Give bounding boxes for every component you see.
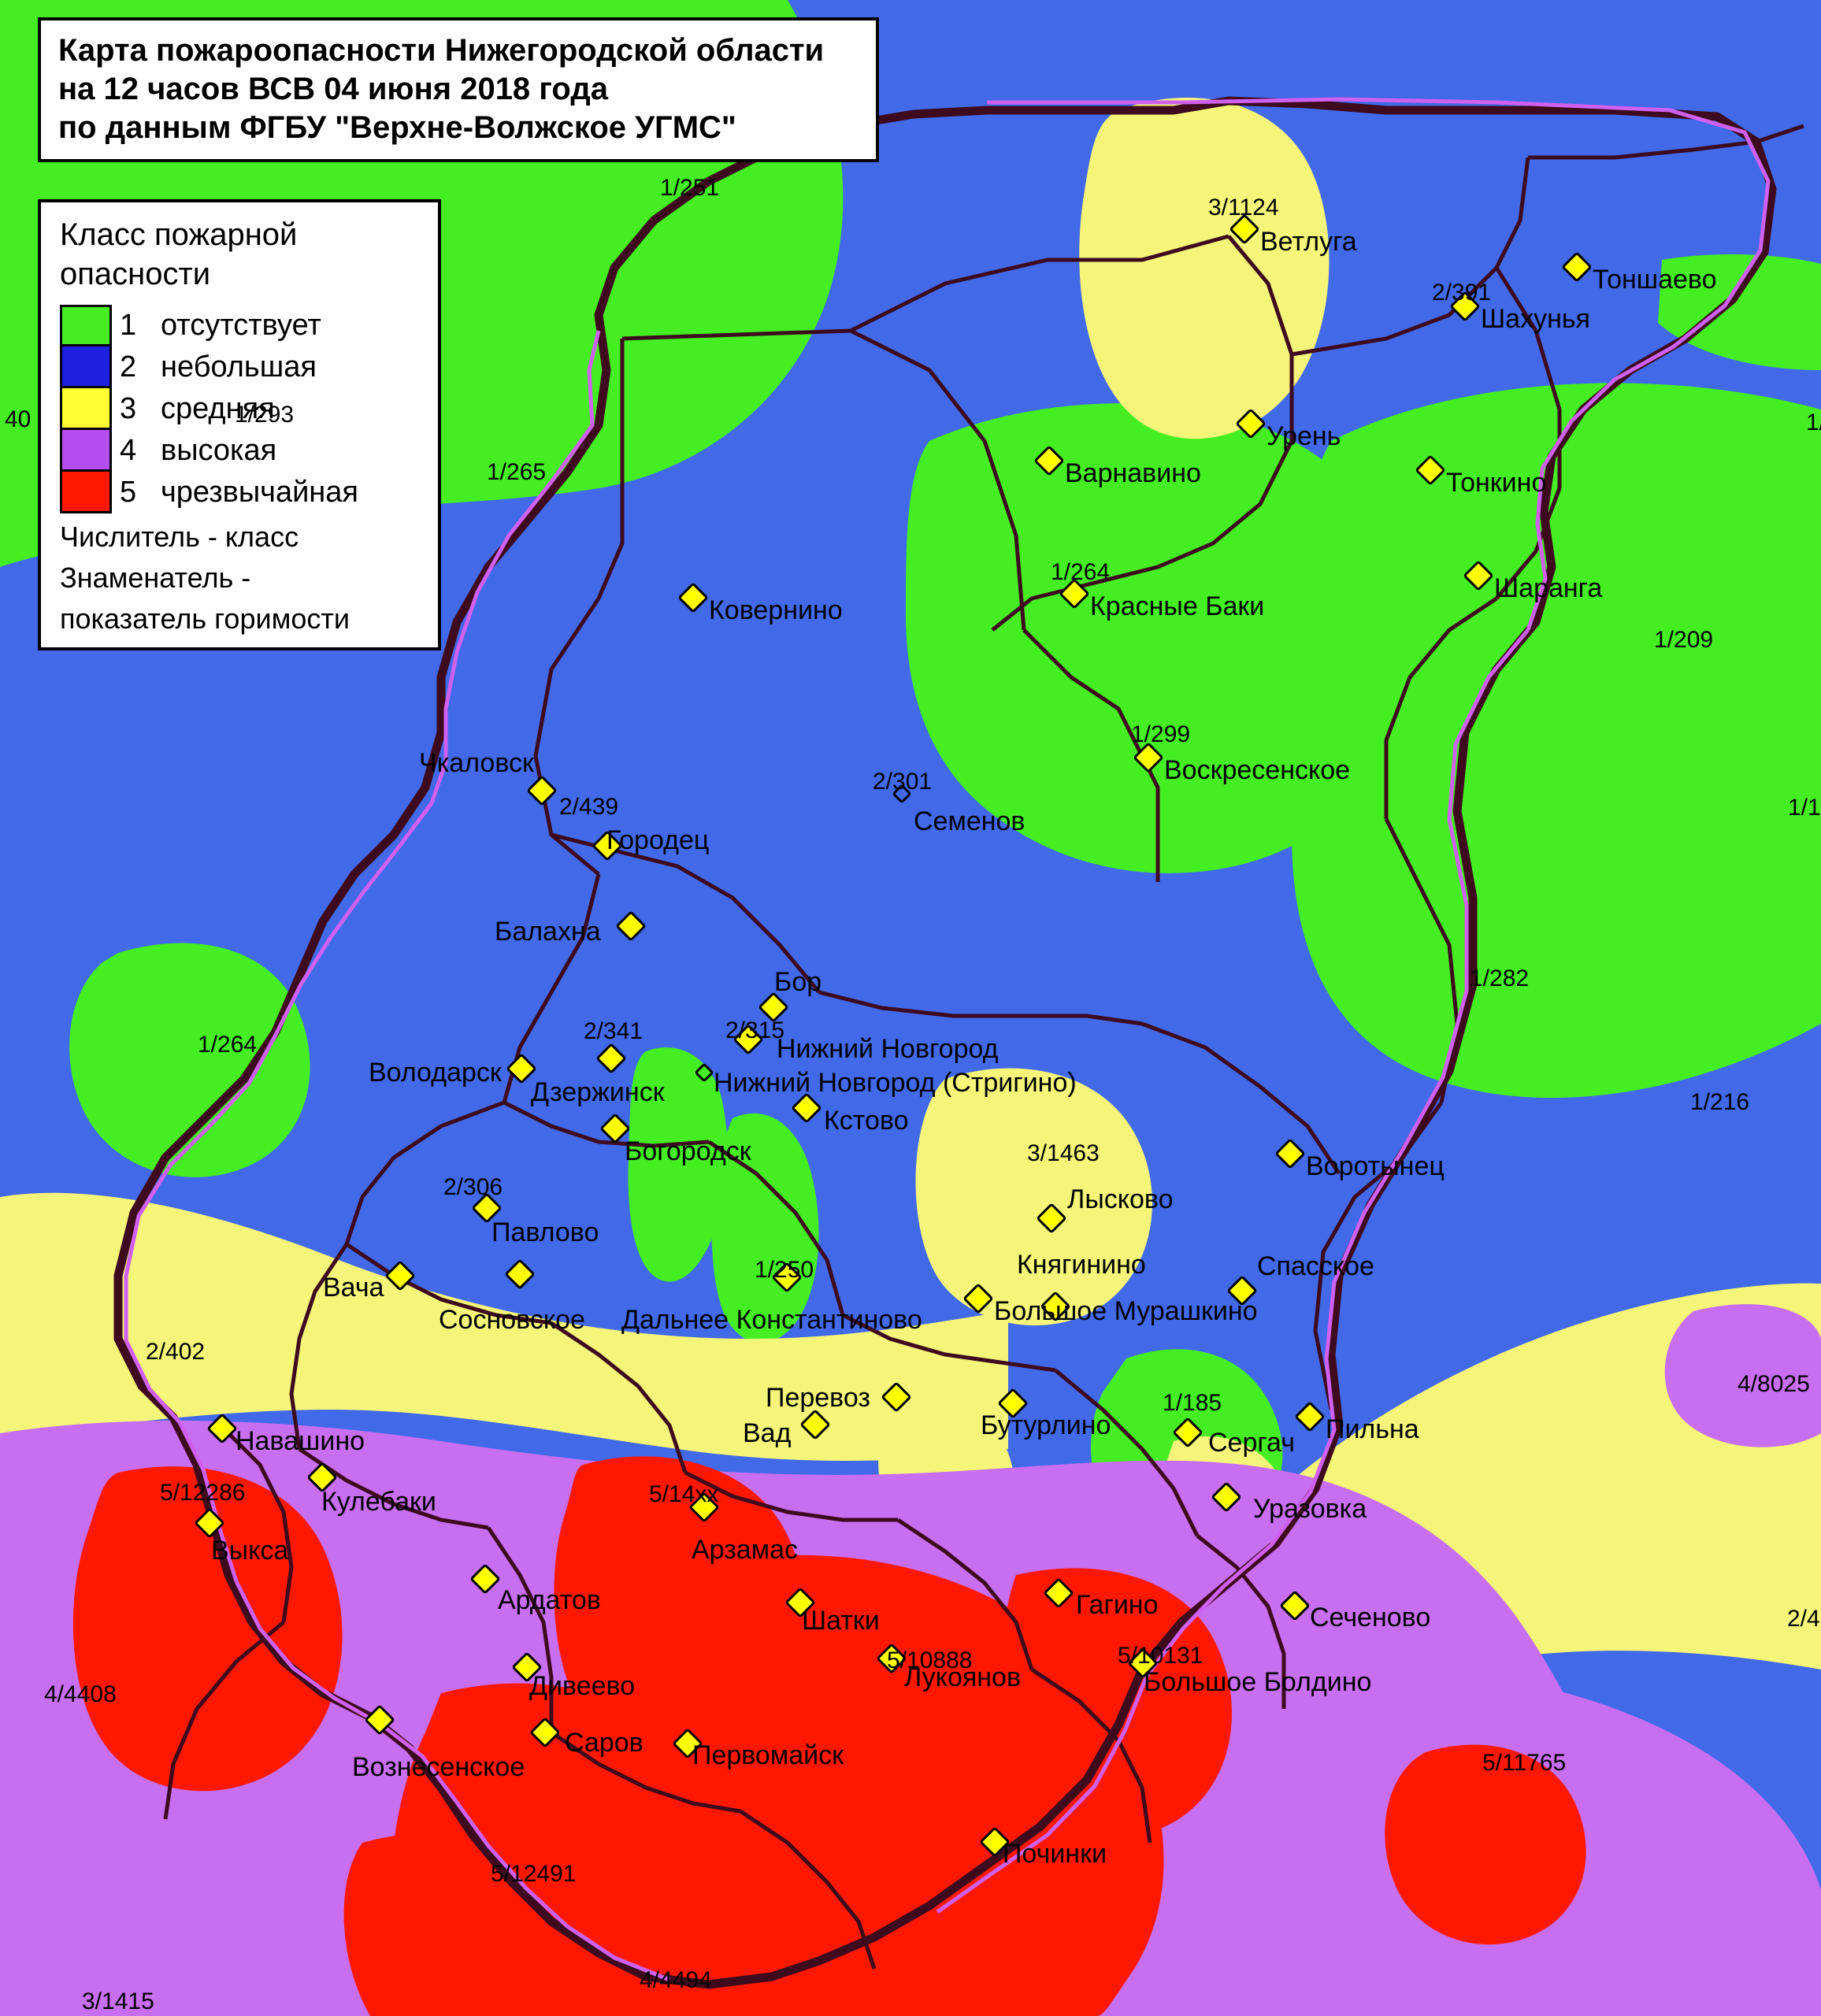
legend-label-class-4: высокая: [161, 434, 277, 467]
legend-swatch-class-2: [60, 346, 112, 388]
legend-item-class-4: 4 высокая: [60, 430, 427, 472]
legend-label-class-3: средняя: [161, 392, 275, 425]
class5-red-regions: [72, 1456, 1586, 2016]
legend-number-class-1: 1: [120, 309, 137, 342]
district-boundaries: [163, 124, 1804, 1970]
legend-heading: Класс пожарной опасности: [60, 215, 427, 294]
legend-number-class-2: 2: [120, 350, 137, 384]
legend-swatch-class-4: [60, 430, 112, 472]
legend-swatch-class-5: [60, 472, 112, 513]
legend-label-class-5: чрезвычайная: [161, 476, 359, 509]
legend-swatch-class-3: [60, 388, 112, 430]
legend-number-class-5: 5: [120, 476, 137, 509]
legend-item-class-5: 5 чрезвычайная: [60, 472, 427, 513]
oblast-border: [113, 96, 1777, 1989]
river-boundary: [124, 97, 1771, 1982]
title-panel: Карта пожароопасности Нижегородской обла…: [38, 17, 879, 163]
legend-note-line-1: Числитель - класс: [60, 521, 299, 553]
title-line-3: по данным ФГБУ "Верхне-Волжское УГМС": [58, 109, 736, 145]
legend-item-class-1: 1 отсутствует: [60, 305, 427, 346]
legend-heading-line-2: опасности: [60, 257, 211, 291]
legend-panel: Класс пожарной опасности 1 отсутствует 2 не…: [38, 199, 441, 650]
legend-note-line-2: Знаменатель -: [60, 561, 251, 594]
legend-note-line-3: показатель горимости: [60, 602, 350, 635]
legend-number-class-3: 3: [120, 392, 137, 425]
legend-swatch-class-1: [60, 305, 112, 346]
legend-item-class-2: 2 небольшая: [60, 346, 427, 388]
legend-class-list: 1 отсутствует 2 небольшая 3 средняя 4 высокая 5 ч…: [60, 305, 427, 513]
legend-number-class-4: 4: [120, 434, 137, 467]
legend-label-class-1: отсутствует: [161, 309, 321, 342]
legend-label-class-2: небольшая: [161, 350, 317, 384]
legend-item-class-3: 3 средняя: [60, 388, 427, 430]
legend-heading-line-1: Класс пожарной: [60, 217, 298, 252]
title-line-1: Карта пожароопасности Нижегородской обла…: [58, 33, 825, 68]
title-line-2: на 12 часов ВСВ 04 июня 2018 года: [58, 71, 608, 106]
